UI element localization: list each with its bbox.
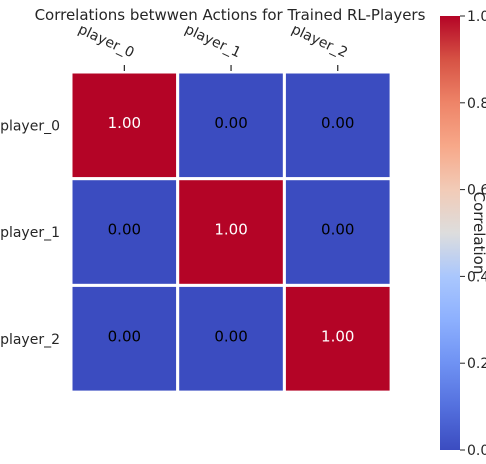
chart-title: Correlations betwwen Actions for Trained… [35,6,426,24]
colorbar-tick-label: 0.2 [467,356,486,372]
colorbar-axis: 0.0 0.2 0.4 0.6 0.8 1.0 [460,9,486,459]
heatmap-cells [69,70,393,394]
x-axis: player_0 player_1 player_2 [76,21,350,71]
cell-value-label: 1.00 [321,327,354,345]
cell-value-label: 0.00 [321,221,354,239]
colorbar-label: Correlation [470,192,486,275]
heatmap-cell-player_2-player_1 [176,283,286,394]
cell-value-label: 1.00 [214,221,247,239]
cell-value-label: 0.00 [321,114,354,132]
colorbar-tick-label: 0.4 [467,269,486,285]
cell-value-label: 0.00 [108,327,141,345]
heatmap-cell-player_0-player_0 [69,70,180,181]
heatmap-cell-labels: 1.00 0.00 0.00 0.00 1.00 0.00 0.00 0.00 1.00 [108,114,355,345]
colorbar-tick-label: 1.0 [467,9,486,25]
heatmap-cell-player_2-player_0 [69,283,180,394]
heatmap-cell-player_0-player_1 [176,70,286,181]
cell-value-label: 0.00 [214,327,247,345]
heatmap-cell-player_2-player_2 [282,283,393,394]
heatmap-cell-player_1-player_2 [282,177,393,287]
colorbar-tick-label: 0.6 [467,183,486,199]
cell-value-label: 0.00 [214,114,247,132]
colorbar-tick-label: 0.8 [467,96,486,112]
y-tick-label: player_2 [0,332,60,348]
colorbar [440,16,460,450]
x-tick-label: player_2 [289,21,350,61]
y-tick-label: player_0 [0,118,60,134]
cell-value-label: 0.00 [108,221,141,239]
x-tick-label: player_0 [76,21,137,61]
y-tick-label: player_1 [0,225,60,241]
cell-value-label: 1.00 [108,114,141,132]
x-tick-label: player_1 [182,21,243,61]
colorbar-tick-label: 0.0 [467,443,486,459]
y-axis: player_0 player_1 player_2 [0,118,60,347]
